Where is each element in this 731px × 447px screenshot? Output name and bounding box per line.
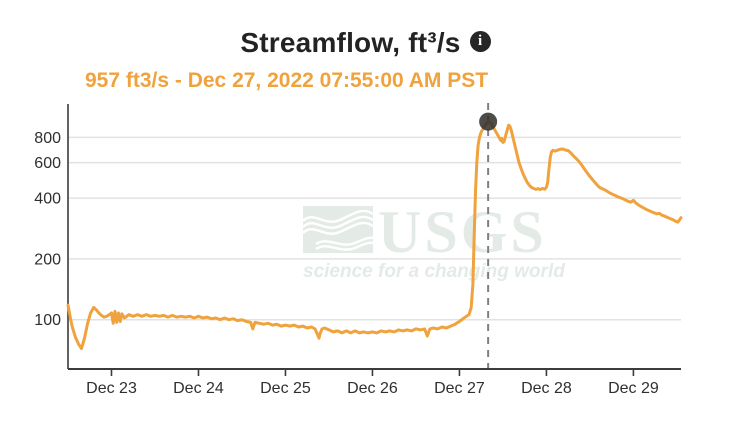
y-tick-label-800: 800 [34,130,61,147]
y-tick-label-200: 200 [34,251,61,268]
usgs-watermark-text: USGS [378,199,547,265]
usgs-watermark-tagline: science for a changing world [303,261,565,282]
info-icon[interactable]: i [469,30,491,52]
x-tick-label-Dec 28: Dec 28 [521,380,572,397]
x-tick-label-Dec 23: Dec 23 [86,380,137,397]
usgs-watermark: USGS science for a changing world [302,199,565,282]
peak-point-marker[interactable] [479,112,498,131]
x-tick-label-Dec 27: Dec 27 [434,380,485,397]
y-tick-label-400: 400 [34,191,61,208]
current-value-readout: 957 ft3/s - Dec 27, 2022 07:55:00 AM PST [85,69,489,92]
y-tick-label-600: 600 [34,155,61,172]
y-tick-label-100: 100 [34,312,61,329]
x-tick-label-Dec 25: Dec 25 [260,380,311,397]
streamflow-line [66,120,683,350]
x-tick-label-Dec 24: Dec 24 [173,380,224,397]
x-tick-label-Dec 26: Dec 26 [347,380,398,397]
chart-title: Streamflow, ft³/s [240,27,461,58]
x-tick-label-Dec 29: Dec 29 [608,380,659,397]
usgs-logo-waves [302,209,374,251]
chart-title-row: Streamflow, ft³/s i [0,29,731,57]
info-icon-glyph: i [477,32,483,49]
